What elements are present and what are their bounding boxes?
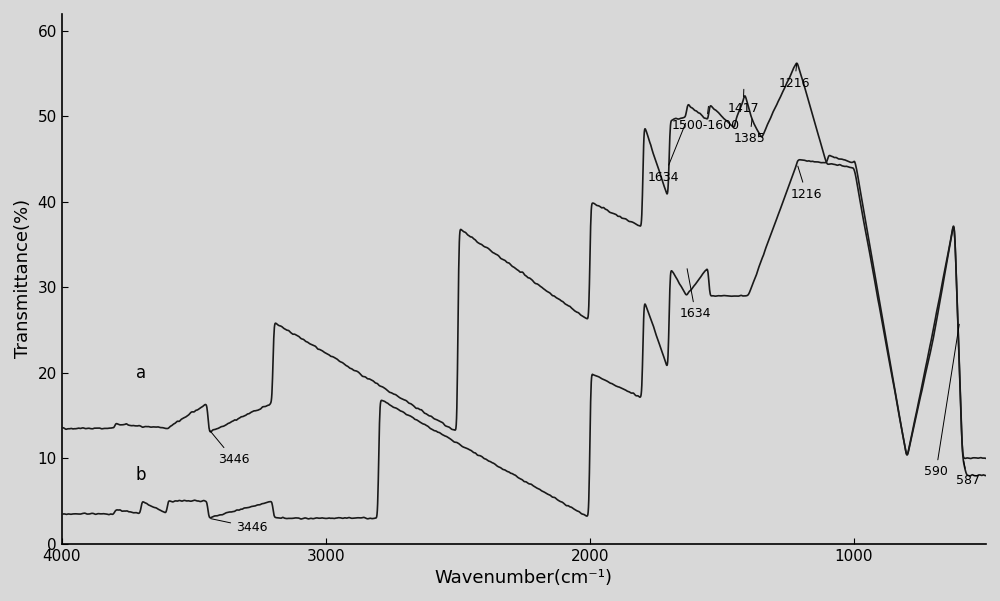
Text: 3446: 3446 [210,430,249,466]
Text: 587: 587 [956,461,980,487]
Text: 1385: 1385 [734,119,766,145]
X-axis label: Wavenumber(cm⁻¹): Wavenumber(cm⁻¹) [435,569,613,587]
Text: 1216: 1216 [779,64,810,90]
Text: 590: 590 [924,325,959,478]
Text: 3446: 3446 [211,519,268,534]
Text: 1634: 1634 [680,269,711,320]
Text: b: b [136,466,146,484]
Text: a: a [136,364,146,382]
Y-axis label: Transmittance(%): Transmittance(%) [14,199,32,358]
Text: 1216: 1216 [791,166,822,201]
Text: 1634: 1634 [648,123,686,183]
Text: 1417: 1417 [727,90,759,115]
Text: 1500-1600: 1500-1600 [672,106,740,132]
